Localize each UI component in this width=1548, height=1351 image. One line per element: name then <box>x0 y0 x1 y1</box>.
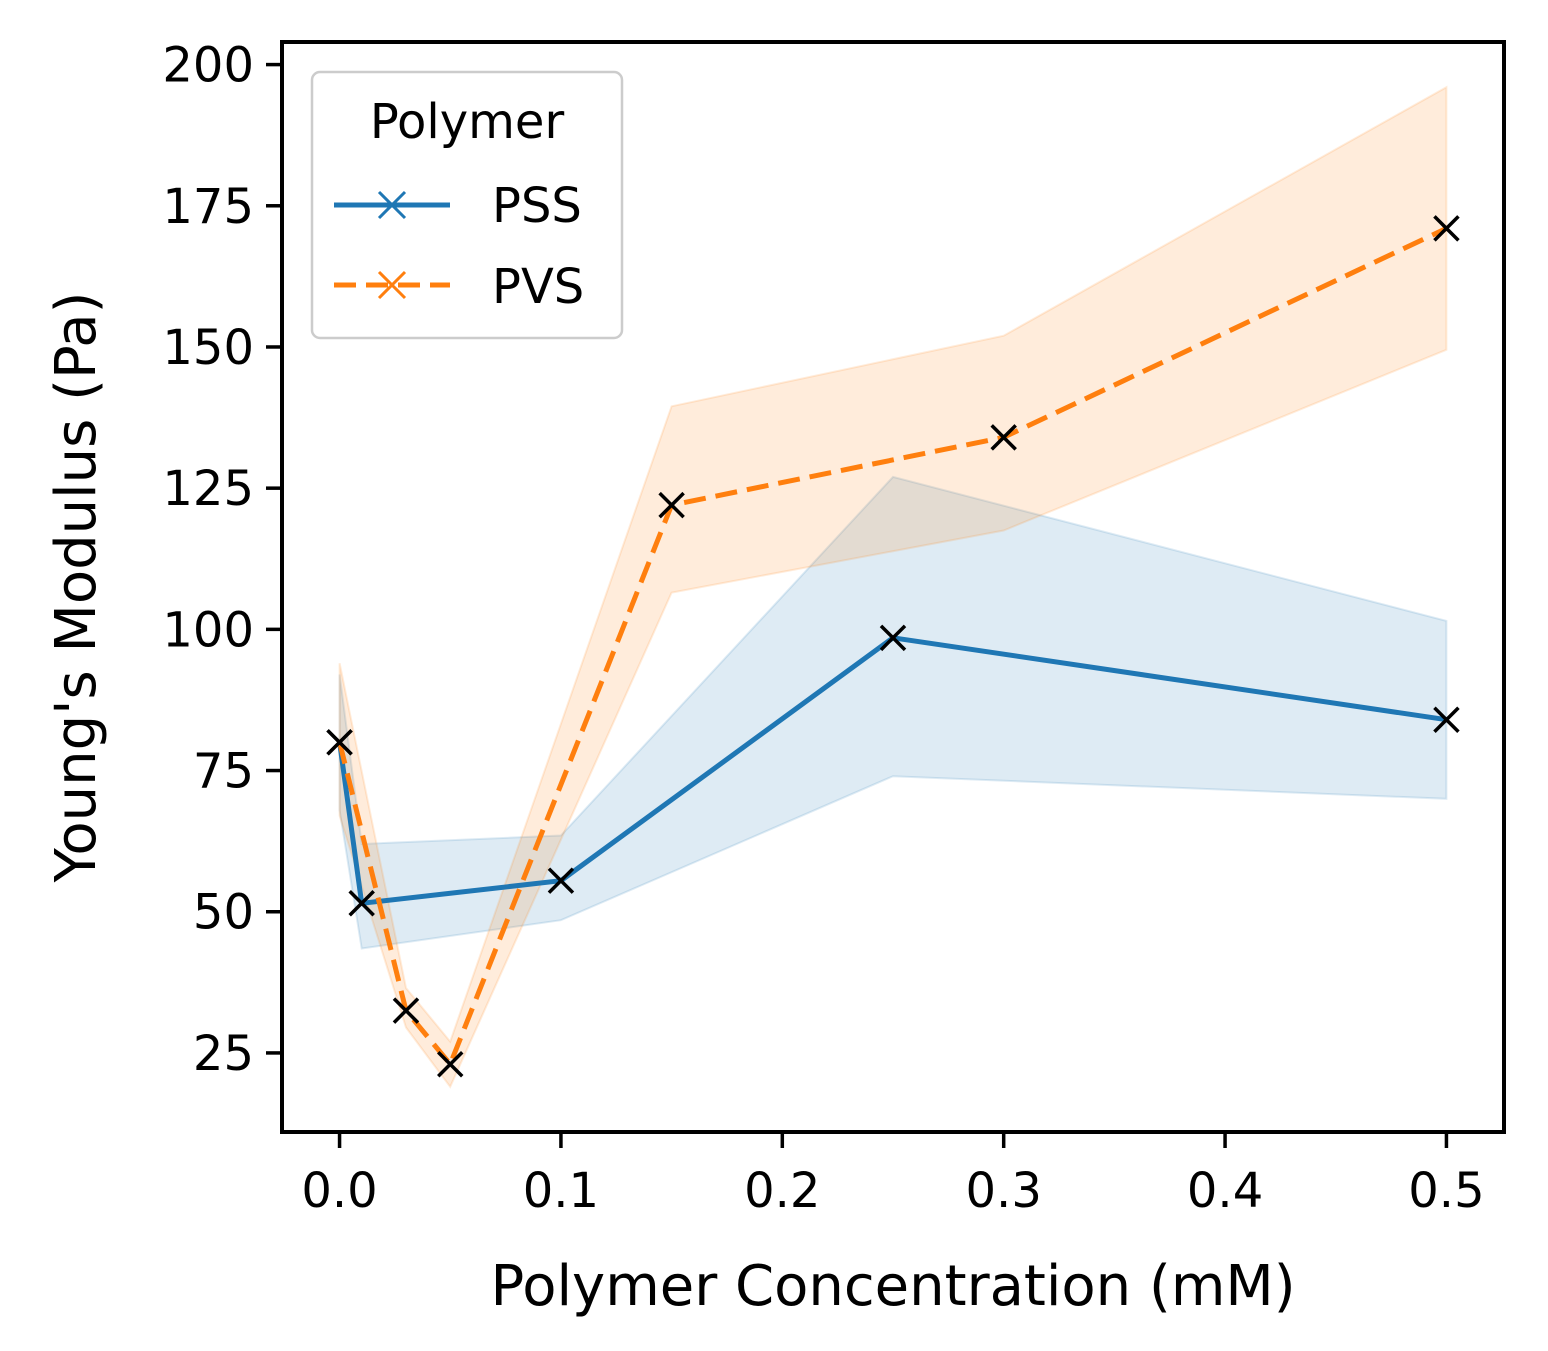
y-tick-label: 100 <box>162 602 254 658</box>
x-tick-label: 0.1 <box>523 1163 599 1219</box>
y-tick-label: 50 <box>193 885 254 941</box>
pss-point-2 <box>547 867 575 894</box>
pss-point-3 <box>879 624 907 652</box>
pvs-ci-band <box>338 85 1448 1089</box>
legend-pss-label: PSS <box>492 178 582 234</box>
y-axis-label: Young's Modulus (Pa) <box>44 292 109 884</box>
x-tick-label: 0.5 <box>1408 1163 1484 1219</box>
y-axis: 25 50 75 100 125 150 175 200 <box>162 38 282 1082</box>
pvs-point-4 <box>990 424 1017 451</box>
pvs-series-line <box>337 226 1448 1067</box>
legend-pvs-marker <box>377 270 407 300</box>
legend-box <box>310 70 624 340</box>
x-axis: 0.0 0.1 0.2 0.3 0.4 0.5 <box>301 1132 1485 1219</box>
x-tick-label: 0.4 <box>1187 1163 1263 1219</box>
pvs-point-3 <box>658 491 685 519</box>
plot-frame <box>280 40 1506 1134</box>
pvs-point-5 <box>1433 215 1460 242</box>
data-markers <box>326 215 1460 1078</box>
pss-point-1 <box>348 890 375 917</box>
legend: Polymer PSS PVS <box>310 70 624 340</box>
confidence-bands <box>338 85 1448 1089</box>
pvs-point-2 <box>437 1050 464 1078</box>
pvs-point-1 <box>392 997 420 1024</box>
pss-point-4 <box>1433 706 1460 733</box>
pvs-point-0 <box>326 729 353 756</box>
y-tick-label: 75 <box>193 744 254 800</box>
y-tick-label: 150 <box>162 320 254 376</box>
y-tick-label: 175 <box>162 179 254 235</box>
y-tick-label: 200 <box>162 38 254 94</box>
y-tick-label: 25 <box>193 1026 254 1082</box>
legend-title: Polymer <box>370 94 565 150</box>
x-axis-label: Polymer Concentration (mM) <box>490 1254 1295 1319</box>
x-tick-label: 0.0 <box>301 1163 377 1219</box>
legend-pss-marker <box>377 190 407 220</box>
pss-ci-band <box>338 475 1448 950</box>
x-tick-label: 0.2 <box>744 1163 820 1219</box>
x-tick-label: 0.3 <box>966 1163 1042 1219</box>
legend-pvs-label: PVS <box>492 259 584 315</box>
y-tick-label: 125 <box>162 461 254 517</box>
